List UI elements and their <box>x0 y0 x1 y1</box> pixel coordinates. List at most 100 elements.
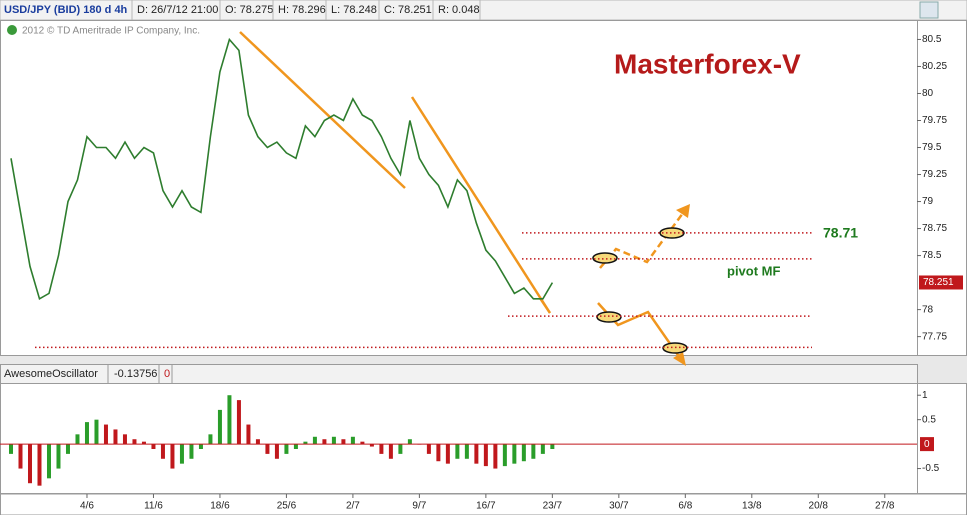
oscillator-bar <box>550 444 555 449</box>
x-tick-label: 25/6 <box>277 501 297 512</box>
oscillator-bar <box>379 444 384 454</box>
indicator-param: 0 <box>164 368 170 380</box>
oscillator-bar <box>531 444 536 459</box>
oscillator-bar <box>265 444 270 454</box>
oscillator-bar <box>179 444 184 464</box>
oscillator-bar <box>540 444 545 454</box>
oscillator-bar <box>369 444 374 447</box>
x-tick-label: 6/8 <box>678 501 692 512</box>
oscillator-bar <box>512 444 517 464</box>
oscillator-bar <box>436 444 441 462</box>
marker-ellipse <box>592 252 618 264</box>
oscillator-bar <box>398 444 403 454</box>
arrow-head <box>676 204 690 218</box>
bar-low: L: 78.248 <box>331 4 377 16</box>
oscillator-bar <box>84 422 89 445</box>
oscillator-bar <box>246 424 251 445</box>
oscillator-bar <box>113 429 118 445</box>
y-tick-label: 0.5 <box>922 414 936 425</box>
oscillator-bar <box>103 424 108 445</box>
price-line <box>10 37 554 300</box>
indicator-separators <box>107 365 173 383</box>
oscillator-bar <box>426 444 431 454</box>
x-tick-label: 4/6 <box>80 501 94 512</box>
x-tick-label: 13/8 <box>742 501 762 512</box>
oscillator-bar <box>132 439 137 445</box>
x-tick-label: 23/7 <box>543 501 563 512</box>
oscillator-bar <box>27 444 32 484</box>
oscillator-bar <box>474 444 479 464</box>
oscillator-bar <box>37 444 42 486</box>
oscillator-bar <box>65 444 70 454</box>
symbol: USD/JPY (BID) 180 d 4h <box>4 4 128 16</box>
y-tick-label: 78.5 <box>922 250 942 261</box>
oscillator-bar <box>8 444 13 454</box>
y-tick-label: 79.5 <box>922 142 942 153</box>
oscillator-bar <box>56 444 61 469</box>
bar-date: D: 26/7/12 21:00 <box>137 4 218 16</box>
header-separators <box>131 0 481 20</box>
oscillator-bar <box>284 444 289 454</box>
oscillator-bar <box>464 444 469 459</box>
y-tick-label: 80.25 <box>922 61 947 72</box>
oscillator-bar <box>483 444 488 467</box>
bar-open: O: 78.275 <box>225 4 273 16</box>
oscillator-bar <box>493 444 498 469</box>
x-tick-label: 18/6 <box>210 501 230 512</box>
oscillator-bar <box>312 436 317 445</box>
oscillator-bar <box>274 444 279 459</box>
oscillator-bar <box>445 444 450 464</box>
x-tick-label: 9/7 <box>412 501 426 512</box>
oscillator-bar <box>151 444 156 449</box>
oscillator-pane <box>0 383 918 494</box>
oscillator-bar <box>502 444 507 467</box>
oscillator-bar <box>407 439 412 445</box>
oscillator-bar <box>388 444 393 459</box>
oscillator-bar <box>331 436 336 445</box>
y-tick-label: 1 <box>922 390 928 401</box>
y-tick-label: 79.25 <box>922 169 947 180</box>
y-tick-label: -0.5 <box>922 463 940 474</box>
oscillator-bar <box>208 434 213 445</box>
zero-box <box>920 437 934 452</box>
oscillator-bar <box>341 439 346 445</box>
x-tick-label: 16/7 <box>476 501 496 512</box>
oscillator-bar <box>227 395 232 445</box>
y-tick-label: 79 <box>922 196 934 207</box>
bar-range: R: 0.048 <box>438 4 480 16</box>
oscillator-bar <box>455 444 460 459</box>
indicator-name: AwesomeOscillator <box>4 368 98 380</box>
oscillator-bar <box>217 409 222 445</box>
oscillator-bar <box>521 444 526 462</box>
price-pane <box>0 20 918 356</box>
bar-close: C: 78.251 <box>384 4 432 16</box>
oscillator-bar <box>189 444 194 459</box>
y-tick-label: 78.75 <box>922 223 947 234</box>
oscillator-bar <box>198 444 203 449</box>
trend-line <box>239 31 406 189</box>
settings-icon[interactable] <box>919 1 939 19</box>
pivot-annotation: pivot MF <box>727 263 780 278</box>
y-tick-label: 80 <box>922 88 934 99</box>
price-axis <box>917 20 967 356</box>
oscillator-bar <box>122 434 127 445</box>
x-tick-label: 30/7 <box>609 501 629 512</box>
level-annotation: 78.71 <box>823 225 858 241</box>
oscillator-bar <box>236 400 241 445</box>
status-icon <box>7 25 17 35</box>
oscillator-bar <box>75 434 80 445</box>
last-price-label: 78.251 <box>923 277 954 288</box>
oscillator-bar <box>160 444 165 459</box>
copyright: 2012 © TD Ameritrade IP Company, Inc. <box>22 26 200 37</box>
oscillator-bar <box>46 444 51 479</box>
oscillator-bar <box>293 444 298 449</box>
x-tick-label: 27/8 <box>875 501 895 512</box>
y-tick-label: 78 <box>922 304 934 315</box>
oscillator-bar <box>170 444 175 469</box>
oscillator-bar <box>303 441 308 445</box>
oscillator-bar <box>350 436 355 445</box>
oscillator-bar <box>255 439 260 445</box>
oscillator-bar <box>94 419 99 445</box>
oscillator-bar <box>360 441 365 445</box>
